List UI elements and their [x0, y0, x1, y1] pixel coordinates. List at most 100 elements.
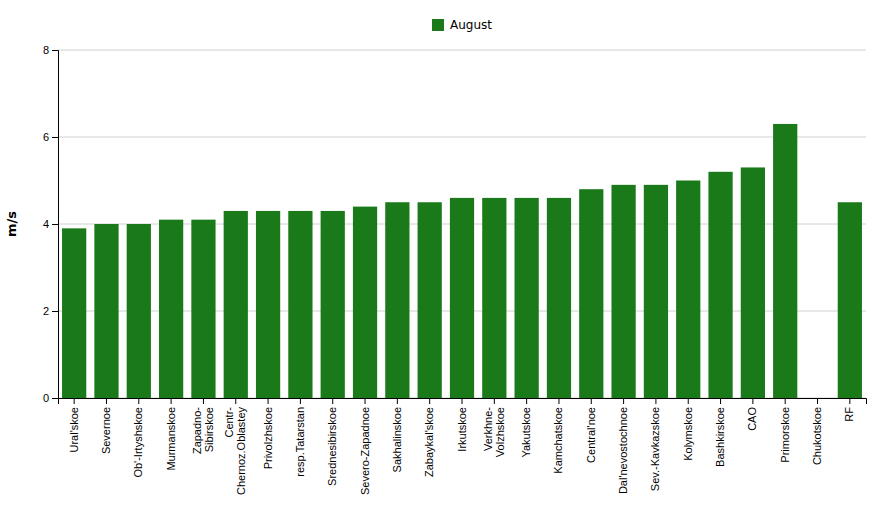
bars — [62, 124, 862, 398]
tick-label: 2 — [43, 305, 49, 317]
bar — [288, 211, 312, 398]
tick: Sev.-Kavkazskoe — [649, 398, 661, 491]
bar — [418, 202, 442, 398]
tick: Zapadno-Sibirskoe — [191, 398, 215, 454]
bar — [515, 198, 539, 398]
tick-mark — [558, 398, 559, 404]
axis-title: m/s — [4, 211, 19, 237]
tick-label: Murmanskoe — [165, 407, 177, 471]
tick-label: Bashkirskoe — [714, 407, 726, 467]
tick: Privolzhskoe — [262, 398, 274, 469]
tick-mark — [817, 398, 818, 404]
tick: 8 — [43, 44, 58, 56]
tick: resp.Tatarstan — [294, 398, 306, 477]
tick: Chukotskoe — [811, 398, 823, 465]
tick: Kolymskoe — [682, 398, 694, 461]
legend: August — [432, 18, 492, 32]
bar — [676, 181, 700, 399]
tick-mark — [300, 398, 301, 404]
tick-label: Ural'skoe — [68, 407, 80, 453]
tick-label: CAO — [746, 407, 758, 431]
tick-mark — [268, 398, 269, 404]
tick-mark — [52, 50, 58, 51]
tick: Murmanskoe — [165, 398, 177, 471]
tick-label: Kolymskoe — [682, 407, 694, 461]
tick: Ob'-Irtyshskoe — [132, 398, 144, 478]
tick-mark — [52, 398, 58, 399]
tick-mark — [397, 398, 398, 404]
bar — [385, 202, 409, 398]
tick-mark — [74, 398, 75, 404]
tick-label: 0 — [43, 392, 49, 404]
tick-mark — [526, 398, 527, 404]
axis-line — [52, 51, 59, 399]
grid-line — [58, 50, 866, 51]
bar — [644, 185, 668, 398]
tick: Verkhne-Volzhskoe — [482, 398, 506, 457]
bar — [321, 211, 345, 398]
tick-label: Severo-Zapadnoe — [359, 407, 371, 495]
tick-mark — [655, 398, 656, 404]
bar — [353, 207, 377, 398]
bar — [708, 172, 732, 398]
tick-label: Dal'nevostochnoe — [617, 407, 629, 494]
bar — [547, 198, 571, 398]
tick-label: Srednesibirskoe — [326, 407, 338, 486]
bar — [450, 198, 474, 398]
tick-mark — [52, 224, 58, 225]
tick: Irkutskoe — [456, 398, 468, 452]
tick-mark — [785, 398, 786, 404]
tick-label: 6 — [43, 131, 49, 143]
tick-label: Sakhalinskoe — [391, 407, 403, 472]
tick-mark — [720, 398, 721, 404]
tick: RF — [843, 398, 855, 422]
tick-label: Severnoe — [100, 407, 112, 454]
tick-label: Kamchatskoe — [552, 407, 564, 474]
tick-mark — [849, 398, 850, 404]
plot: 0 2 4 6 8 Ural'skoe Severnoe Ob'-Irtyshskoe Murm… — [43, 44, 867, 495]
tick: CAO — [746, 398, 758, 431]
tick: Severnoe — [100, 398, 112, 454]
tick: Ural'skoe — [68, 398, 80, 453]
tick-label: Zabaykal'skoe — [423, 407, 435, 477]
grid-line — [58, 137, 866, 138]
tick: 0 — [43, 392, 58, 404]
tick-label: Primorskoe — [779, 407, 791, 463]
bar — [579, 189, 603, 398]
tick-mark — [235, 398, 236, 404]
tick: 4 — [43, 218, 58, 230]
tick-label: Chukotskoe — [811, 407, 823, 465]
bar — [191, 220, 215, 398]
tick-mark — [332, 398, 333, 404]
tick-mark — [688, 398, 689, 404]
tick-label: Zapadno-Sibirskoe — [191, 407, 215, 454]
axis-line — [59, 399, 867, 405]
bar — [805, 398, 829, 399]
tick-mark — [138, 398, 139, 404]
tick-label: Ob'-Irtyshskoe — [132, 407, 144, 478]
x-axis: Ural'skoe Severnoe Ob'-Irtyshskoe Murmansko… — [59, 398, 867, 495]
tick: Bashkirskoe — [714, 398, 726, 467]
bar — [94, 224, 118, 398]
tick: Sakhalinskoe — [391, 398, 403, 472]
tick-mark — [171, 398, 172, 404]
tick-label: Central'noe — [585, 407, 597, 463]
tick: Central'noe — [585, 398, 597, 463]
tick: Dal'nevostochnoe — [617, 398, 629, 494]
legend-label: August — [450, 18, 492, 32]
grid — [58, 50, 866, 398]
tick-label: Verkhne-Volzhskoe — [482, 407, 506, 457]
tick: Yakutskoe — [520, 398, 532, 458]
tick-label: 8 — [43, 44, 49, 56]
tick: 2 — [43, 305, 58, 317]
tick-label: resp.Tatarstan — [294, 407, 306, 477]
tick: 6 — [43, 131, 58, 143]
tick-mark — [106, 398, 107, 404]
tick-mark — [429, 398, 430, 404]
legend-swatch — [432, 19, 444, 31]
tick: Primorskoe — [779, 398, 791, 463]
tick-mark — [203, 398, 204, 404]
bar — [159, 220, 183, 398]
bar — [127, 224, 151, 398]
tick-label: 4 — [43, 218, 49, 230]
